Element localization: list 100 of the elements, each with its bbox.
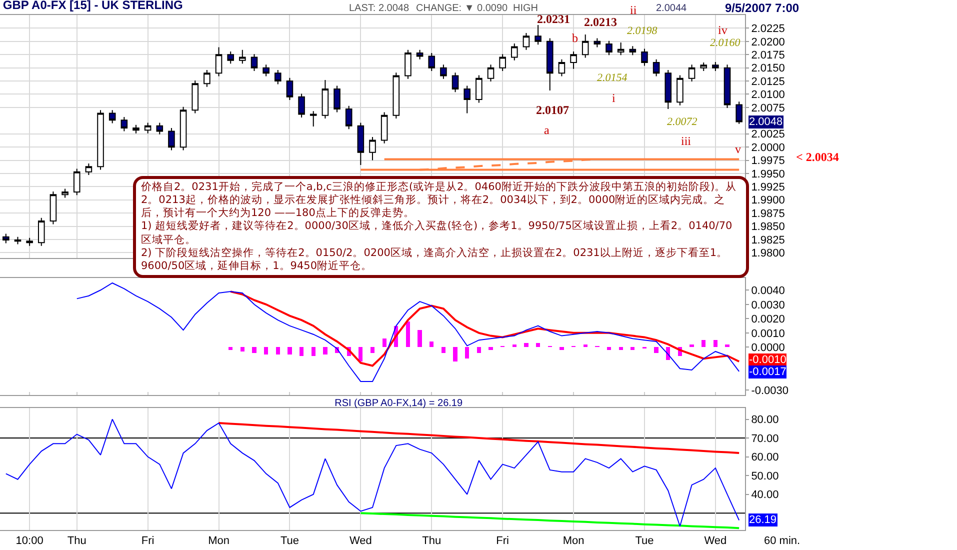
text: -0.0010 [749, 354, 786, 366]
candlestick [132, 124, 140, 134]
bar [264, 347, 268, 354]
candlestick [250, 54, 258, 72]
bar [713, 340, 718, 348]
candlestick [262, 64, 270, 77]
candlestick [180, 106, 187, 151]
x-tick-label: Wed [704, 535, 727, 548]
x-tick-label: Thu [422, 535, 442, 548]
bar [488, 347, 493, 350]
candlestick [97, 110, 104, 170]
candlestick [120, 116, 128, 132]
candlestick [322, 79, 329, 120]
text: < 2.0034 [796, 150, 839, 164]
annotation: iii [681, 134, 692, 148]
candlestick [476, 74, 482, 104]
candlestick [62, 188, 68, 198]
y-tick-label: 2.0025 [751, 128, 785, 141]
candlestick [724, 64, 731, 108]
bar [606, 347, 612, 350]
x-tick-label: Tue [635, 535, 654, 548]
candlestick [558, 58, 566, 77]
bar [536, 342, 540, 348]
candlestick [215, 46, 222, 77]
chart-title: GBP A0-FX [15] - UK STERLING [2, 0, 183, 12]
x-tick-label: Thu [67, 535, 86, 548]
bar [465, 347, 470, 359]
candlestick [156, 122, 164, 135]
annotation: 2.0160 [710, 37, 741, 49]
y-tick-label: -0.0030 [751, 384, 789, 397]
annotation: a [544, 123, 550, 137]
x-tick-label: Mon [562, 535, 584, 548]
y-tick-label: 0.0040 [751, 284, 785, 297]
annotation: -0.0017 [749, 366, 786, 378]
y-tick-label: 1.9875 [751, 208, 785, 220]
text: HIGH [513, 3, 538, 14]
candlestick [227, 50, 234, 64]
candlestick [688, 64, 696, 82]
annotation: 2.0154 [597, 72, 628, 84]
y-tick-label: 70.00 [751, 432, 779, 445]
candlestick [700, 62, 708, 72]
y-tick-label: 0.0010 [751, 328, 785, 340]
candlestick [357, 122, 364, 166]
candlestick [192, 80, 199, 114]
bar [476, 347, 481, 353]
bar [441, 347, 446, 353]
bar [288, 347, 292, 354]
line-series [76, 282, 740, 382]
candlestick [487, 64, 494, 82]
candlestick [570, 50, 577, 70]
y-tick-label: 1.9975 [751, 155, 785, 168]
candlestick [392, 72, 400, 120]
bar [618, 347, 623, 350]
line-series [5, 418, 740, 527]
x-tick-label: Wed [349, 535, 372, 548]
candlestick [310, 110, 317, 127]
annotation: b [572, 31, 578, 45]
y-tick-label: 2.0000 [751, 142, 785, 154]
candlestick [606, 40, 612, 56]
bar [323, 347, 328, 354]
annotation: 2.0231 [537, 12, 570, 26]
annotation: 2.0213 [584, 15, 617, 29]
annotation: 2.0072 [667, 116, 698, 128]
bar [358, 347, 363, 362]
bar [418, 330, 422, 348]
line-series [360, 512, 740, 530]
candlestick [464, 85, 470, 114]
candlestick [511, 43, 518, 61]
bar [560, 347, 564, 350]
bar [382, 338, 386, 348]
chart-title: RSI (GBP A0-FX,14) = 26.19 [334, 398, 463, 409]
annotation: 26.19 [749, 514, 777, 526]
candlestick [2, 233, 10, 244]
bar [228, 347, 233, 350]
candlestick [546, 38, 554, 92]
candlestick [345, 105, 352, 130]
bar [630, 347, 635, 350]
candlestick [629, 46, 636, 56]
callout-box: 价格自2。0231开始，完成了一个a,b,c三浪的修正形态(或许是从2。0460附近开始的下跌分波段中第五浪的初始阶段)。从2。0213起，价格的波动，显示在发展扩张性倾斜三角形。预计，将在2。0034以下，到2。0000附近的区域内完成。之后，预计有一个大约为120 ——180点上下的反弹走势。 1) 超短线爱好者，建议等待在2。0000/30区域，逢低介入买盘(轻仓)，参考1。9950/75区域设置止损，上看2。0140/70区域平仓。 2) 下阶段短线沽空操作，等待在2。0150/2。0200区域，逢高介入沽空，止损设置在2。0231以上附近，逐步下看至1。9600/50区域，延伸目标，1。9450附近平仓。 [133, 176, 749, 278]
x-tick-label: 10:00 [16, 535, 44, 548]
candlestick [534, 24, 542, 46]
x-tick-label: Tue [280, 535, 299, 548]
bar [654, 347, 658, 353]
y-tick-label: 2.0100 [751, 89, 785, 102]
annotation: v [735, 142, 741, 156]
candlestick [38, 217, 45, 246]
bar [524, 342, 528, 348]
y-tick-label: 2.0075 [751, 102, 785, 114]
candlestick [652, 58, 660, 77]
annotation: ii [630, 3, 638, 17]
bar [299, 347, 304, 356]
y-tick-label: 0.0000 [751, 342, 785, 354]
y-tick-label: 1.9800 [751, 248, 785, 260]
line-series [230, 290, 740, 367]
text: 9/5/2007 7:00 [725, 1, 800, 15]
bar [453, 347, 458, 362]
text: CHANGE: ▼ 0.0090 [416, 3, 508, 14]
text: 2.0048 [749, 116, 783, 128]
annotation: 2.0198 [627, 25, 658, 37]
candlestick [73, 168, 80, 196]
